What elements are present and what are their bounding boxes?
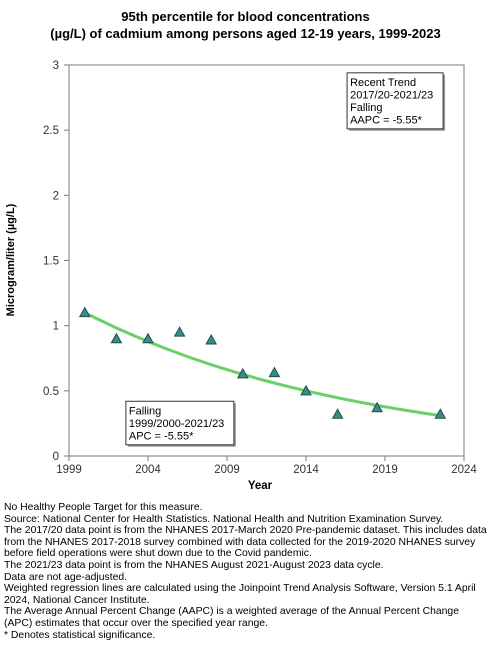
annotation-line: Falling [129,405,161,417]
data-point [205,333,218,345]
note-line: The 2017/20 data point is from the NHANE… [4,525,487,560]
x-axis-label: Year [248,480,273,492]
points-layer [78,306,447,419]
annotation-line: 2017/20-2021/23 [350,89,433,101]
annotation-box [125,400,235,446]
data-point [236,367,249,379]
x-tick-label: 1999 [56,464,82,476]
annotation-box [346,72,444,130]
x-tick-label: 2019 [372,464,398,476]
note-line: * Denotes statistical significance. [4,629,156,641]
annotation-line: Falling [350,102,382,114]
data-point [142,332,154,344]
data-point [268,366,281,378]
data-point [331,408,344,419]
y-tick-label: 3 [53,60,59,72]
chart-title-line-1: 95th percentile for blood concentrations [121,9,370,24]
annotation-line: Recent Trend [350,77,416,89]
y-tick-label: 2 [53,190,59,202]
note-line: The Average Annual Percent Change (AAPC)… [4,606,459,629]
x-tick-label: 2009 [214,464,240,476]
data-point [110,332,123,344]
y-tick-label: 0 [53,451,59,463]
note-line: No Healthy People Target for this measur… [4,502,203,513]
trend-layer [83,311,442,418]
annotation-line: APC = -5.55* [129,430,194,442]
axes: 0 0.5 1 1.5 2 2.5 3 1999 2004 2009 2014 2019 2024 [43,60,477,476]
chart-svg: 0 0.5 1 1.5 2 2.5 3 1999 2004 2009 2014 2019 2024 Re… [5,60,477,492]
data-point [434,408,447,419]
footnotes: No Healthy People Target for this measur… [4,502,488,641]
annotation-line: 1999/2000-2021/23 [129,418,224,430]
note-line: Source: National Center for Health Stati… [4,513,444,525]
data-point [173,326,186,337]
x-tick-label: 2024 [451,464,477,476]
data-point [371,401,383,413]
data-point [300,384,312,396]
annotation-line: AAPC = -5.55* [350,114,423,126]
trend-line [83,311,442,418]
y-tick-label: 2.5 [43,125,59,137]
note-line: Weighted regression lines are calculated… [4,583,476,606]
note-line: Data are not age-adjusted. [4,571,128,583]
y-tick-label: 0.5 [43,386,59,398]
y-tick-label: 1.5 [43,256,59,268]
x-tick-label: 2004 [135,464,161,476]
data-point [78,306,91,318]
x-tick-label: 2014 [293,464,319,476]
chart-title-line-2: (µg/L) of cadmium among persons aged 12-… [50,26,441,41]
y-axis-label: Microgram/liter (µg/L) [5,203,17,316]
y-tick-label: 1 [53,321,59,333]
chart-title: 95th percentile for blood concentrations… [0,8,491,42]
note-line: The 2021/23 data point is from the NHANE… [4,559,384,571]
